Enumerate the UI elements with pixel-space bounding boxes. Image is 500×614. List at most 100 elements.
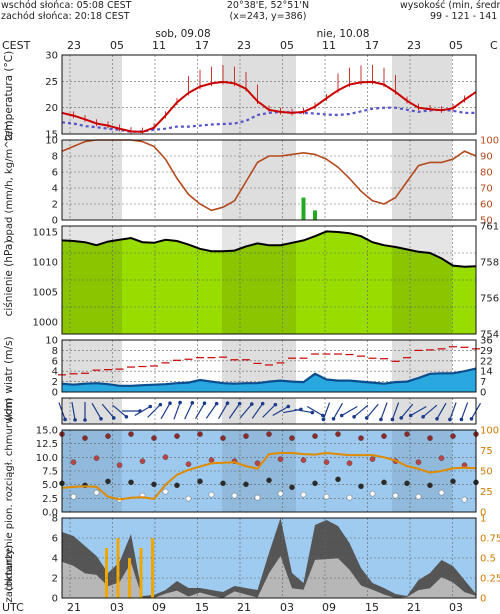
cloud-layer-dot — [266, 477, 272, 484]
wind-panel-ytick: 8 — [52, 346, 58, 357]
cloud-layer-dot — [128, 431, 134, 437]
wind-arrow-head — [202, 401, 207, 406]
cloud-layer-dot — [323, 459, 330, 465]
day-label-1: sob, 09.08 — [155, 28, 210, 40]
cloud-layer-dot — [381, 479, 387, 486]
wind-arrow-head — [260, 401, 265, 406]
wind-arrow-head — [63, 417, 67, 422]
cloud-layer-dot — [197, 431, 203, 437]
wind-arrow — [239, 403, 253, 419]
wind-panel-y2tick: 36 — [480, 336, 493, 347]
wind-arrow — [112, 404, 127, 418]
dewpoint-line — [61, 106, 476, 134]
temperature-panel-ytick: 15 — [45, 130, 58, 141]
wind-arrow — [184, 402, 193, 420]
temperature-panel-frame — [61, 54, 477, 135]
precip-panel-y2tick: 90 — [480, 152, 493, 163]
cloud-height-panel-ytick: 12.5 — [36, 439, 58, 450]
cloud-layer-dot — [70, 459, 77, 465]
cloud-layer-dot — [93, 455, 100, 461]
cloud-octa-ylabel: (oktanty) — [4, 545, 15, 591]
cloud-octa-panel-ytick: 4 — [52, 554, 58, 565]
wind-arrow — [194, 402, 206, 420]
top-zone-label-right: C — [490, 39, 498, 52]
wind-dir-panel-night-band — [62, 398, 122, 424]
wind-arrow-head — [148, 404, 153, 409]
cloud-layer-dot — [105, 478, 111, 485]
cloud-height-panel-y2tick: 0 — [480, 508, 486, 519]
wind-arrow — [449, 402, 457, 420]
cloud-height-panel-frame — [61, 429, 477, 513]
cloud-layer-dot — [243, 481, 249, 488]
cloud-layer-dot — [277, 490, 284, 497]
wind-arrow-head — [320, 413, 325, 418]
wind-arrow-head — [99, 416, 103, 421]
temperature-panel-night-band — [392, 55, 452, 134]
cloud-octa-panel-ytick: 2 — [52, 574, 58, 585]
wind-arrow-head — [339, 413, 344, 418]
cloud-layer-dot — [277, 456, 284, 462]
wind-arrow-head — [469, 416, 474, 421]
cloud-layer-dot — [185, 461, 192, 467]
pressure-area — [62, 231, 476, 334]
wind-panel-ytick: 4 — [52, 367, 58, 378]
pressure-panel-ytick: 1015 — [33, 228, 58, 239]
bottom-time-tick: 21 — [67, 601, 81, 614]
cloud-layer-dot — [116, 462, 123, 468]
precip-panel-y2tick: 80 — [480, 168, 493, 179]
wind-arrow-head — [321, 417, 326, 422]
wind-arrow-head — [111, 416, 116, 420]
cloud-layer-dot — [438, 455, 445, 461]
precip-panel-ytick: 4 — [52, 184, 58, 195]
precip-panel-y2tick: 60 — [480, 200, 493, 211]
cloud-octa-panel-ytick: 0 — [52, 594, 58, 605]
cloud-layer-dot — [151, 435, 157, 441]
wind-arrow-head — [168, 401, 172, 406]
pressure-panel-y2tick: 761 — [480, 222, 499, 233]
sunset-text: zachód słońca: 20:18 CEST — [1, 11, 130, 22]
cloud-layer-dot — [450, 478, 456, 485]
cloud-layer-dot — [323, 493, 330, 500]
top-time-tick: 05 — [449, 39, 463, 52]
wind-arrow — [366, 403, 379, 419]
pressure-ylabel: ciśnienie (hPa) — [3, 240, 15, 317]
pressure-panel-ytick: 1005 — [33, 288, 58, 299]
cloud-layer-dot — [266, 431, 272, 437]
cloud-height-panel-y2tick: 50 — [480, 467, 493, 478]
temperature-panel-ytick: 30 — [45, 51, 58, 62]
wind-arrow-head — [352, 414, 356, 419]
wind-panel-ytick: 0 — [52, 388, 58, 399]
temperature-line — [61, 80, 477, 133]
pressure-panel-y2tick: 754 — [480, 330, 499, 341]
coords-text: 20°38'E, 52°51'N — [227, 0, 309, 11]
sunrise-text: wschód słońca: 05:08 CEST — [1, 0, 132, 11]
cloud-layer-dot — [381, 433, 387, 439]
cloud-layer-dot — [128, 479, 134, 486]
bottom-time-tick: 21 — [237, 601, 251, 614]
precip-bar — [313, 210, 317, 220]
wind-panel-y2tick: 29 — [480, 346, 493, 357]
cloud-layer-dot — [139, 458, 146, 464]
cloud-layer-dot — [427, 482, 433, 489]
precip-bar — [301, 197, 306, 220]
wind-panel-y2tick: 7 — [480, 377, 486, 388]
cloud-layer-dot — [438, 489, 445, 496]
cloud-height-panel-y2tick: 100 — [480, 426, 499, 437]
convective-bar — [151, 538, 154, 598]
top-time-tick: 11 — [152, 39, 166, 52]
cloud-layer-dot — [312, 480, 318, 487]
top-time-tick: 05 — [110, 39, 124, 52]
wind-panel-frame — [61, 339, 477, 393]
wind-arrow — [262, 404, 276, 418]
wind-arrow-head — [273, 402, 278, 407]
cloud-layer-dot — [174, 482, 180, 489]
wind-arrow-head — [408, 413, 413, 418]
wind-arrow-head — [225, 401, 230, 406]
precip-panel-ytick: 10 — [45, 136, 58, 147]
pressure-panel-y2tick: 758 — [480, 258, 499, 269]
pressure-panel-ytick: 1000 — [33, 318, 58, 329]
wind-arrow — [134, 405, 151, 417]
cloud-layer-dot — [312, 433, 318, 439]
wind-arrow — [160, 402, 171, 420]
wind-arrow — [332, 402, 344, 420]
